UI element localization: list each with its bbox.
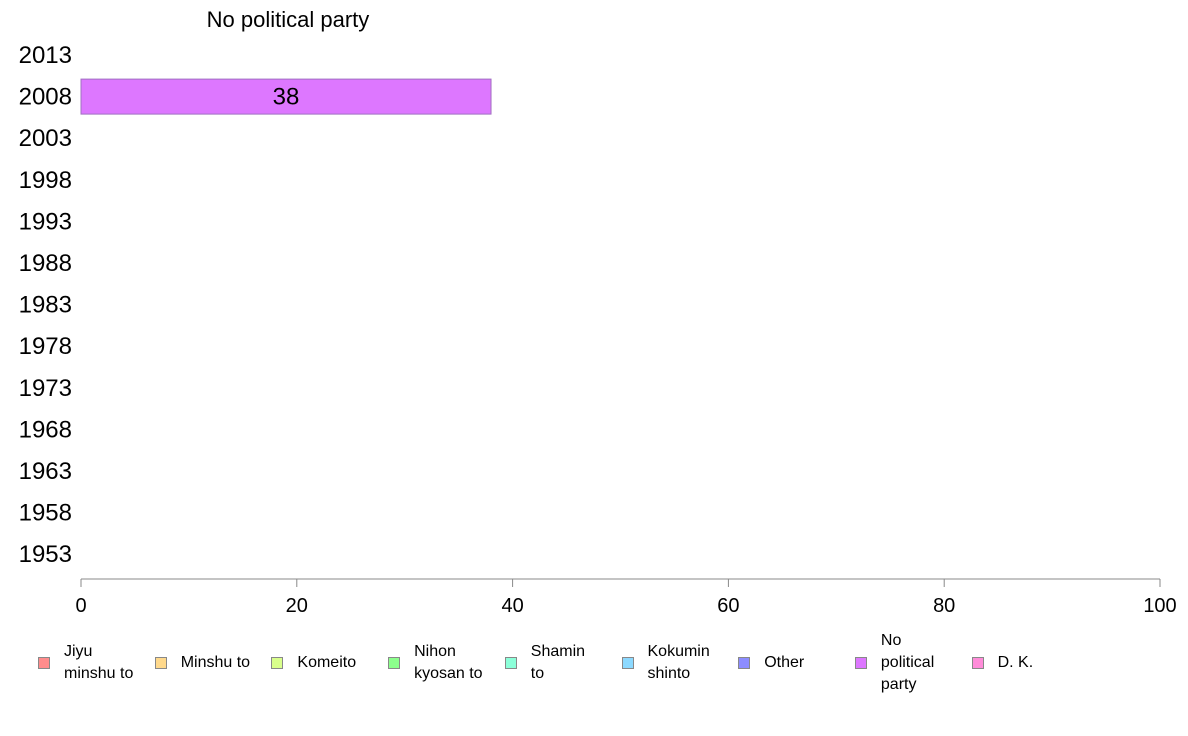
x-tick-label: 0: [75, 595, 86, 617]
y-tick-label: 1973: [19, 375, 72, 402]
legend-label: Nihon kyosan to: [414, 643, 483, 682]
bars: 38: [80, 78, 492, 115]
y-tick-label: 1988: [19, 250, 72, 277]
legend-swatch: [738, 657, 751, 669]
legend-swatch: [38, 657, 50, 669]
legend-label: D. K.: [997, 654, 1034, 671]
x-tick-label: 80: [933, 595, 955, 617]
legend-swatch: [621, 657, 634, 669]
legend-item: D. K.: [971, 628, 1070, 698]
y-tick-label: 2013: [19, 42, 72, 69]
legend-label: Jiyu minshu to: [64, 643, 134, 682]
legend-item: Other: [738, 628, 836, 698]
legend-label: Komeito: [297, 654, 357, 671]
y-tick-label: 2008: [19, 84, 72, 111]
legend-label: Kokumin shinto: [647, 643, 710, 682]
legend-item: Jiyu minshu to: [38, 628, 136, 698]
legend-swatch: [388, 657, 401, 669]
y-tick-label: 1978: [19, 333, 72, 360]
legend-item: Shamin to: [504, 628, 603, 698]
legend-swatch: [971, 657, 984, 669]
legend-item: Kokumin shinto: [621, 628, 720, 698]
x-axis: 0 20 40 60 80 100: [75, 578, 1177, 617]
y-tick-label: 1953: [19, 541, 72, 568]
legend-label: Minshu to: [180, 654, 251, 671]
legend-item: Minshu to: [154, 628, 253, 698]
bar: [80, 78, 492, 115]
legend-label: No political party: [880, 632, 935, 693]
y-tick-label: 1993: [19, 208, 72, 235]
x-tick-label: 100: [1143, 595, 1176, 617]
legend: Jiyu minshu to Minshu to Komeito Nihon kyos…: [30, 628, 1170, 698]
data-label: 38: [273, 84, 300, 111]
legend-swatch: [504, 657, 517, 669]
legend-item: No political party: [854, 628, 953, 698]
x-tick-label: 20: [286, 595, 308, 617]
y-axis-labels: 2013 2008 2003 1998 1993 1988 1983 1978 1973 1968…: [19, 42, 72, 568]
legend-swatch: [154, 657, 167, 669]
legend-swatch: [271, 657, 284, 669]
legend-item: Komeito: [271, 628, 369, 698]
y-tick-label: 1958: [19, 500, 72, 527]
y-tick-label: 1963: [19, 458, 72, 485]
y-tick-label: 1983: [19, 292, 72, 319]
x-tick-label: 40: [501, 595, 523, 617]
legend-item: Nihon kyosan to: [388, 628, 486, 698]
legend-label: Shamin to: [530, 643, 586, 682]
legend-swatch: [854, 657, 867, 669]
y-tick-label: 1998: [19, 167, 72, 194]
legend-label: Other: [764, 654, 805, 671]
chart-title: No political party: [207, 7, 370, 32]
x-tick-label: 60: [717, 595, 739, 617]
y-tick-label: 1968: [19, 416, 72, 443]
y-tick-label: 2003: [19, 125, 72, 152]
chart-canvas: No political party 2013 2008 2003 1998 1993 1…: [19, 7, 1177, 617]
